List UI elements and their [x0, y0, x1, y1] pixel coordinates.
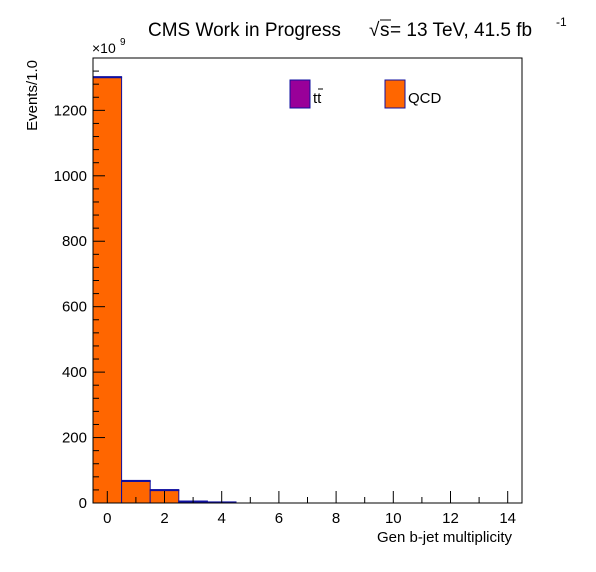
y-axis-label: Events/1.0 — [24, 60, 41, 131]
legend-label-ttbar: tt — [313, 90, 322, 107]
y-tick-label: 800 — [62, 233, 87, 250]
y-multiplier: ×10 9 — [92, 37, 126, 56]
bar-qcd-bin-0 — [92, 77, 123, 504]
x-axis-label: Gen b-jet multiplicity — [377, 529, 513, 546]
x-tick-label: 2 — [160, 510, 168, 527]
plot-header: CMS Work in Progress √ s = 13 TeV, 41.5 … — [148, 15, 567, 41]
x-tick-label: 14 — [499, 510, 516, 527]
y-tick-label: 1000 — [54, 168, 87, 185]
legend-swatch-ttbar — [289, 79, 311, 109]
legend-swatch-qcd — [384, 79, 406, 109]
x-tick-label: 6 — [275, 510, 283, 527]
x-tick-label: 8 — [332, 510, 340, 527]
x-tick-label: 12 — [442, 510, 459, 527]
bar-tt-bin-1 — [121, 479, 151, 482]
bar-tt-bin-2 — [149, 489, 180, 492]
plot-frame — [92, 57, 523, 504]
legend-label-qcd: QCD — [408, 90, 442, 107]
y-tick-label: 200 — [62, 430, 87, 447]
energy-var: s — [380, 20, 390, 41]
x-axis-ticks: 0 2 4 6 8 10 12 14 — [103, 491, 516, 527]
svg-text:CMS Work in Progress: CMS Work in Progress — [148, 20, 341, 41]
legend: tt QCD — [289, 79, 442, 109]
lumi-exponent: -1 — [556, 15, 567, 29]
y-tick-label: 400 — [62, 364, 87, 381]
sqrt-symbol: √ — [369, 20, 380, 41]
y-tick-label: 1200 — [54, 102, 87, 119]
y-tick-label: 0 — [79, 495, 87, 512]
x-tick-label: 0 — [103, 510, 111, 527]
histogram-bars — [92, 76, 237, 504]
x-tick-label: 10 — [385, 510, 402, 527]
x-tick-label: 4 — [218, 510, 226, 527]
energy-value: = 13 TeV, 41.5 fb — [390, 20, 532, 41]
y-tick-label: 600 — [62, 299, 87, 316]
y-multiplier-base: ×10 — [92, 40, 116, 56]
y-axis-ticks: 0 200 400 600 800 1000 1200 — [54, 57, 105, 512]
header-title: CMS Work in Progress — [148, 20, 341, 41]
y-multiplier-exponent: 9 — [120, 37, 126, 48]
bar-tt-bin-0 — [92, 76, 123, 79]
